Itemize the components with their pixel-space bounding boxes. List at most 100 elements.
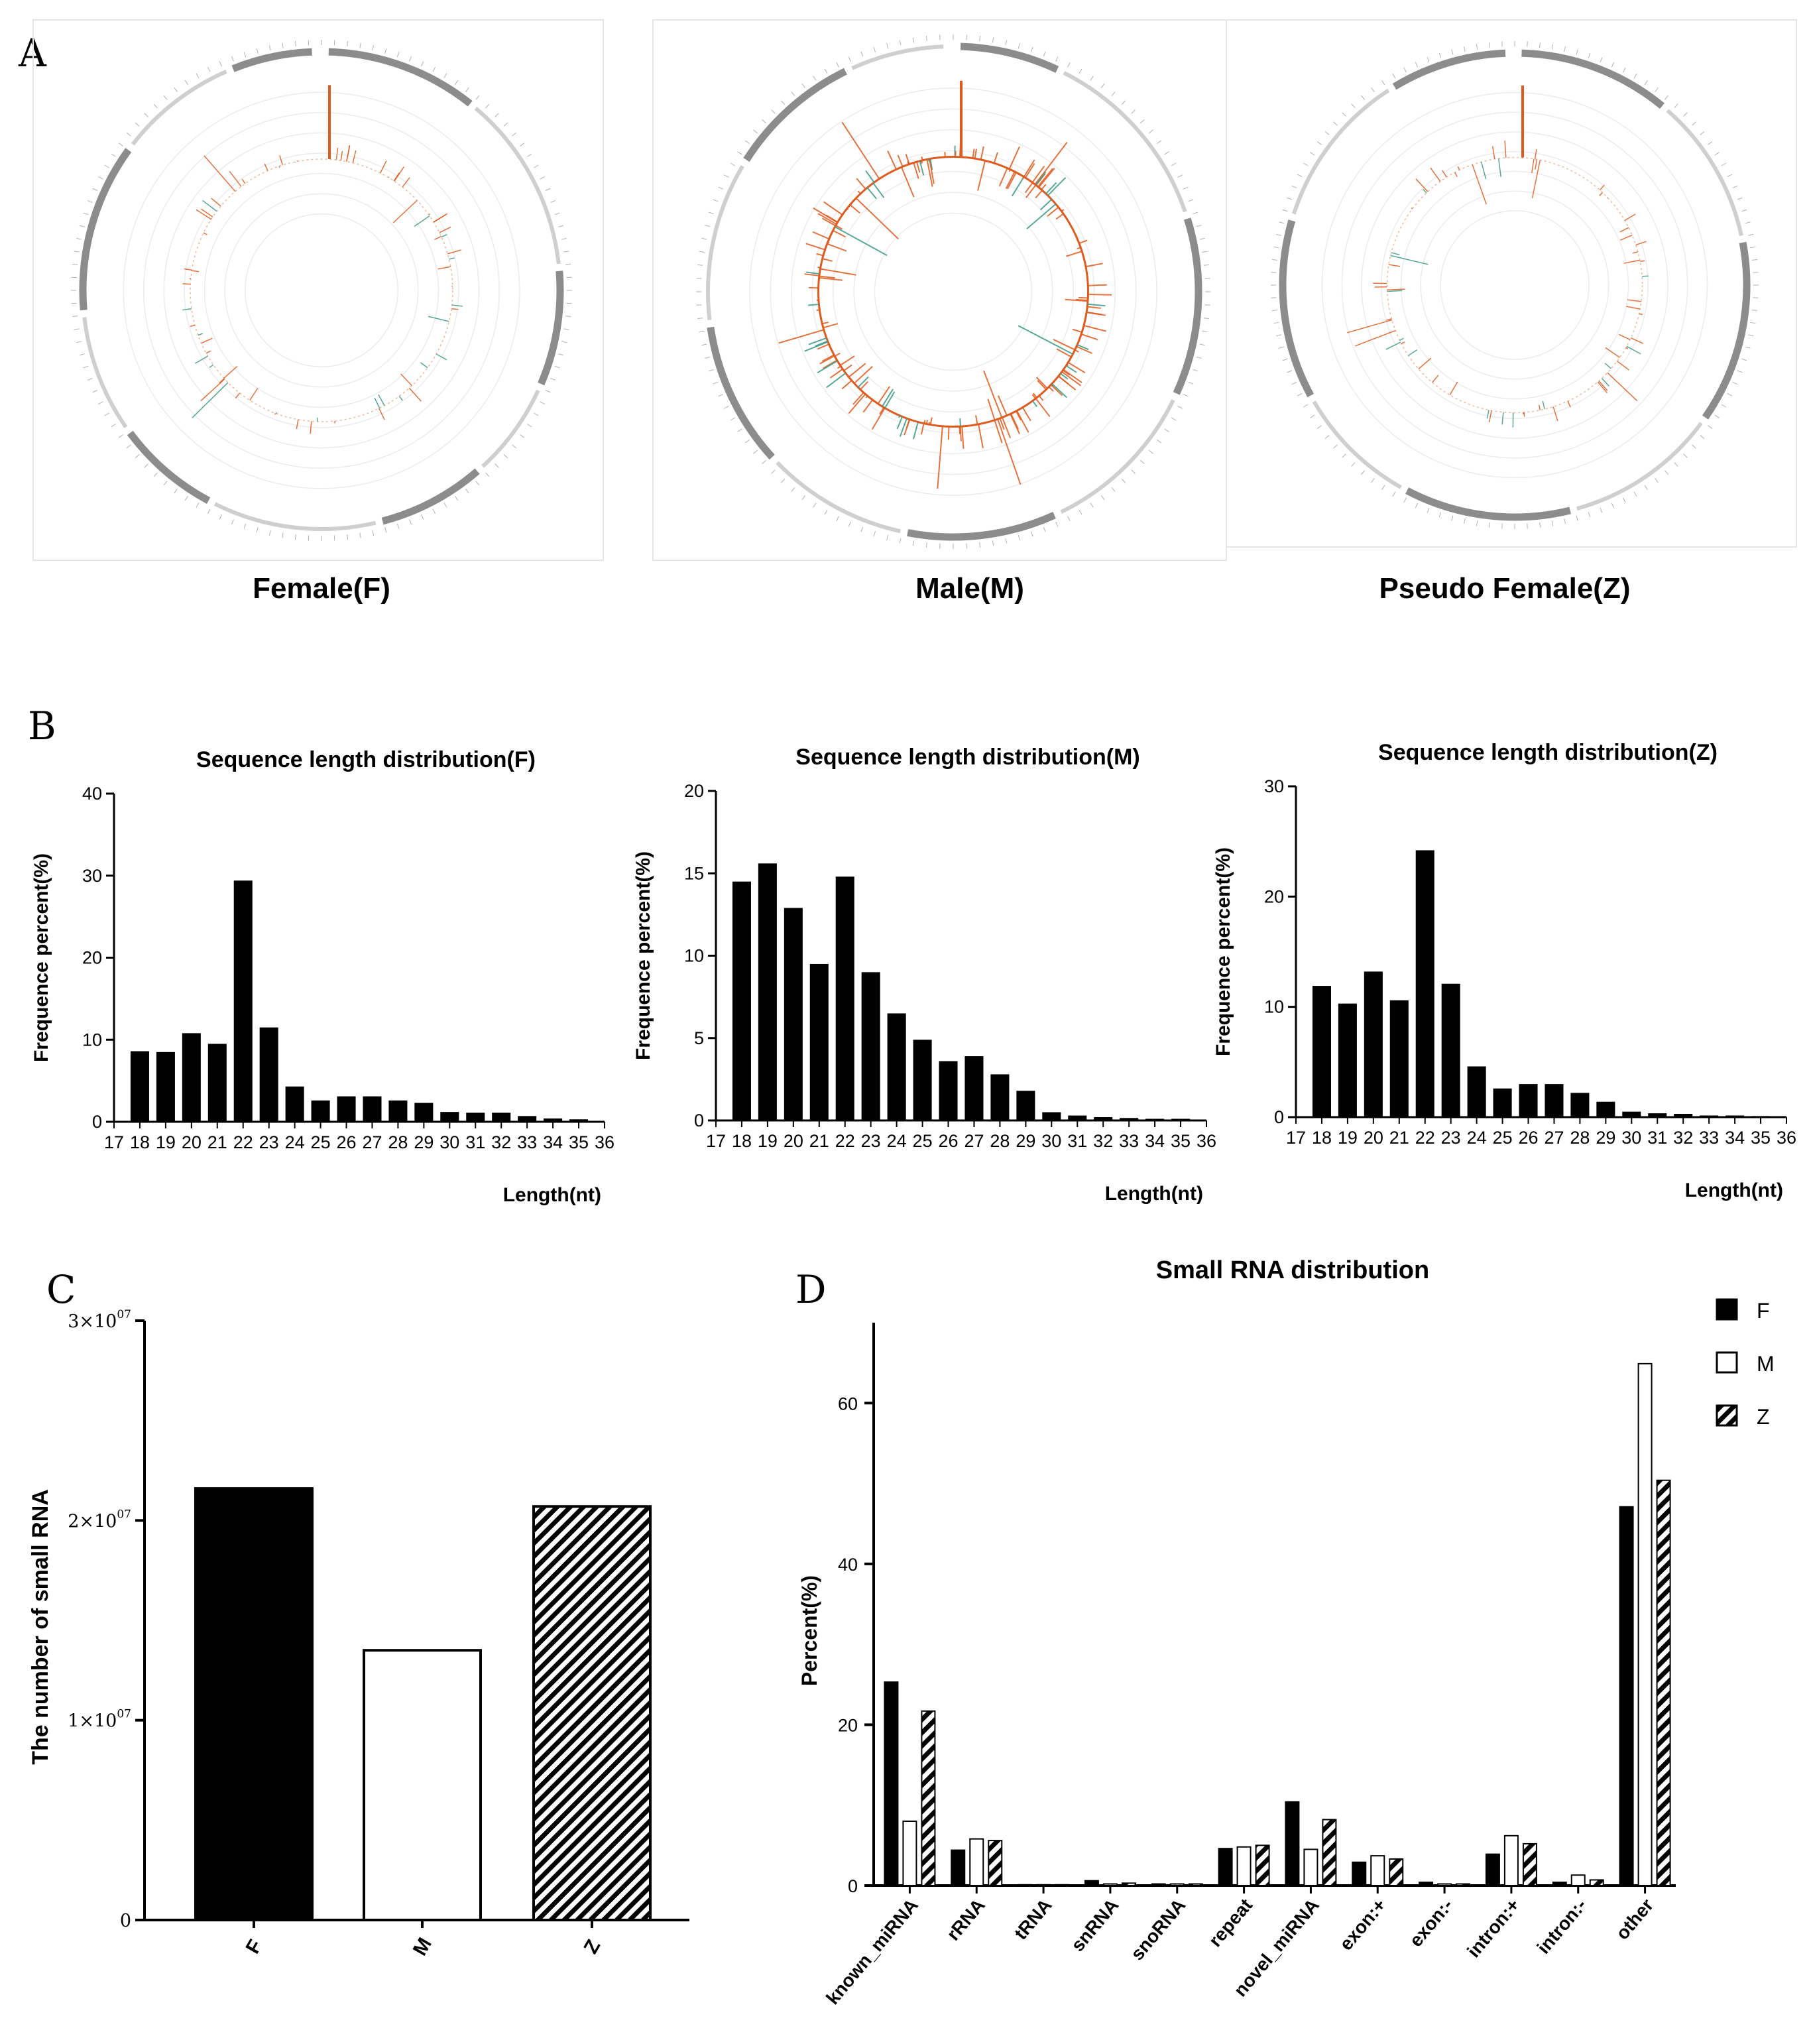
circos-outer-tick	[126, 132, 131, 137]
circos-outer-tick	[1403, 497, 1407, 503]
circos-outer-tick	[144, 463, 148, 468]
circos-outer-tick	[421, 61, 424, 67]
circos-outer-tick	[1164, 428, 1169, 432]
circos-signal-spike	[1387, 288, 1405, 290]
circos-signal-spike	[296, 419, 299, 430]
circos-outer-tick	[475, 481, 480, 486]
circos-track-segment	[82, 317, 128, 428]
circos-track-segment	[851, 44, 944, 70]
y-tick-label: 0	[1274, 1107, 1284, 1127]
circos-outer-tick	[1282, 358, 1288, 361]
bar-F-repeat	[1218, 1848, 1233, 1886]
bar-Z-exon:-	[1456, 1883, 1471, 1886]
circos-baseline-ring	[1386, 156, 1643, 414]
circos-plot-female	[71, 40, 572, 541]
circos-signal-spike	[904, 419, 911, 436]
circos-guide-ring	[184, 152, 459, 428]
circos-outer-tick	[1438, 52, 1442, 58]
circos-track-segment	[474, 106, 561, 265]
circos-signal-spike	[822, 322, 829, 325]
circos-outer-tick	[1737, 197, 1743, 200]
x-tick-label: 29	[1016, 1131, 1035, 1151]
circos-outer-tick	[1196, 356, 1202, 359]
x-tick-label: 23	[861, 1131, 881, 1151]
bar-length-27	[1545, 1084, 1564, 1117]
x-tick-label: 30	[439, 1132, 459, 1152]
circos-signal-spike	[1061, 371, 1081, 387]
legend-label-Z: Z	[1757, 1405, 1770, 1429]
circos-signal-spike	[1035, 171, 1047, 186]
circos-frame-m	[652, 19, 1227, 561]
circos-signal-spike	[778, 329, 825, 344]
circos-signal-spike	[1408, 349, 1418, 356]
circos-outer-tick	[824, 509, 828, 515]
circos-signal-spike	[812, 231, 830, 240]
circos-outer-tick	[730, 417, 736, 421]
circos-outer-tick	[503, 122, 508, 127]
circos-signal-spike	[1018, 173, 1020, 176]
circos-signal-spike	[1635, 241, 1647, 246]
bar-Z-snRNA	[1121, 1882, 1136, 1886]
x-tick-label: 31	[1067, 1131, 1087, 1151]
circos-outer-tick	[282, 42, 284, 48]
circos-track-segment	[79, 148, 132, 311]
circos-outer-tick	[455, 496, 459, 501]
circos-signal-spike	[1011, 176, 1025, 197]
circos-signal-spike	[1022, 406, 1031, 422]
circos-outer-tick	[1316, 141, 1322, 145]
circos-outer-tick	[1674, 462, 1678, 467]
circos-signal-spike	[378, 394, 385, 406]
bar-length-29	[1016, 1091, 1035, 1120]
circos-outer-tick	[705, 225, 711, 227]
bar-Z-rRNA	[988, 1840, 1003, 1887]
bar-length-31	[466, 1112, 485, 1122]
circos-outer-tick	[1751, 310, 1758, 311]
circos-outer-tick	[1310, 152, 1315, 156]
circos-signal-spike	[817, 213, 837, 225]
circos-signal-spike	[1026, 203, 1057, 229]
circos-signal-spike	[1449, 381, 1458, 396]
circos-outer-tick	[97, 401, 103, 405]
circos-signal-spike	[1567, 400, 1571, 408]
bar-M-other	[1637, 1362, 1653, 1886]
circos-outer-tick	[243, 52, 247, 58]
circos-outer-tick	[196, 503, 200, 508]
x-tick-label: known_miRNA	[822, 1895, 922, 2008]
bar-length-18	[130, 1051, 149, 1122]
circos-signal-spike	[900, 166, 915, 198]
circos-signal-spike	[1023, 159, 1035, 178]
x-tick-label: 27	[964, 1131, 984, 1151]
circos-signal-spike	[1037, 168, 1053, 188]
circos-outer-tick	[558, 225, 564, 227]
circos-signal-spike	[402, 177, 410, 188]
circos-signal-spike	[1025, 184, 1037, 198]
circos-signal-spike	[983, 370, 1003, 418]
x-tick-label: 26	[1519, 1128, 1539, 1148]
circos-signal-spike	[929, 158, 935, 184]
chart-small-rna-distribution: Small RNA distribution 0 20 40 60 known_miRNA…	[797, 1256, 1775, 2008]
bar-length-20	[182, 1033, 201, 1122]
circos-signal-spike	[400, 373, 412, 387]
circos-outer-tick	[111, 153, 116, 157]
bar-length-27	[363, 1096, 382, 1122]
circos-outer-tick	[1748, 233, 1754, 236]
circos-signal-spike	[1077, 247, 1081, 250]
circos-outer-tick	[744, 140, 750, 145]
circos-signal-spike	[380, 160, 387, 174]
circos-outer-tick	[1342, 112, 1346, 117]
circos-outer-tick	[1700, 131, 1705, 135]
bar-Z-other	[1656, 1479, 1671, 1886]
circos-signal-spike	[249, 388, 259, 401]
circos-outer-tick	[475, 95, 480, 100]
x-tick-label: 33	[1119, 1131, 1139, 1151]
circos-signal-spike	[920, 423, 925, 435]
circos-outer-tick	[1351, 462, 1356, 467]
circos-signal-spike	[352, 150, 357, 163]
bar-length-35	[1751, 1116, 1771, 1117]
y-tick-label: 20	[1264, 886, 1284, 906]
circos-signal-spike	[1497, 158, 1501, 177]
bar-F-novel_miRNA	[1285, 1801, 1300, 1886]
circos-outer-tick	[771, 109, 776, 114]
circos-signal-spike	[1055, 213, 1064, 220]
circos-outer-tick	[1415, 503, 1419, 509]
